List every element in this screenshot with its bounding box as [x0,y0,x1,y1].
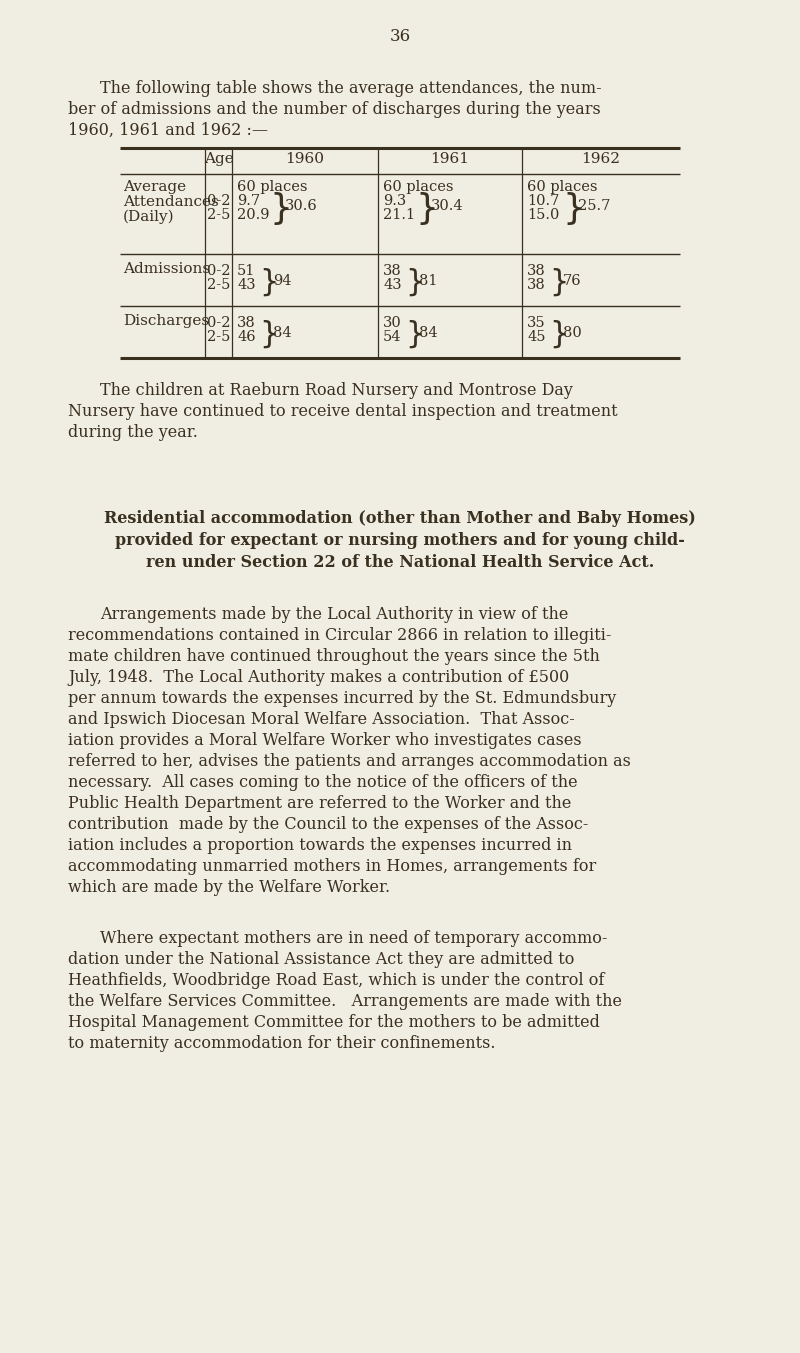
Text: 2-5: 2-5 [207,330,230,344]
Text: 38: 38 [527,277,546,292]
Text: 2-5: 2-5 [207,208,230,222]
Text: }: } [259,268,278,298]
Text: Attendances: Attendances [123,195,218,208]
Text: 36: 36 [390,28,410,45]
Text: }: } [415,192,438,226]
Text: }: } [259,321,278,349]
Text: 43: 43 [237,277,256,292]
Text: the Welfare Services Committee.   Arrangements are made with the: the Welfare Services Committee. Arrangem… [68,993,622,1009]
Text: ren under Section 22 of the National Health Service Act.: ren under Section 22 of the National Hea… [146,553,654,571]
Text: iation includes a proportion towards the expenses incurred in: iation includes a proportion towards the… [68,838,572,854]
Text: 30: 30 [383,317,402,330]
Text: 30.6: 30.6 [285,199,318,212]
Text: }: } [549,321,568,349]
Text: accommodating unmarried mothers in Homes, arrangements for: accommodating unmarried mothers in Homes… [68,858,596,875]
Text: 38: 38 [383,264,402,277]
Text: The children at Raeburn Road Nursery and Montrose Day: The children at Raeburn Road Nursery and… [100,382,573,399]
Text: July, 1948.  The Local Authority makes a contribution of £500: July, 1948. The Local Authority makes a … [68,668,570,686]
Text: Hospital Management Committee for the mothers to be admitted: Hospital Management Committee for the mo… [68,1013,600,1031]
Text: 38: 38 [237,317,256,330]
Text: contribution  made by the Council to the expenses of the Assoc-: contribution made by the Council to the … [68,816,588,833]
Text: Average: Average [123,180,186,193]
Text: 1960, 1961 and 1962 :—: 1960, 1961 and 1962 :— [68,122,268,139]
Text: per annum towards the expenses incurred by the St. Edmundsbury: per annum towards the expenses incurred … [68,690,616,708]
Text: 25.7: 25.7 [578,199,610,212]
Text: 30.4: 30.4 [431,199,464,212]
Text: 38: 38 [527,264,546,277]
Text: referred to her, advises the patients and arranges accommodation as: referred to her, advises the patients an… [68,754,631,770]
Text: Admissions: Admissions [123,262,210,276]
Text: }: } [405,321,424,349]
Text: which are made by the Welfare Worker.: which are made by the Welfare Worker. [68,879,390,896]
Text: Residential accommodation (other than Mother and Baby Homes): Residential accommodation (other than Mo… [104,510,696,528]
Text: and Ipswich Diocesan Moral Welfare Association.  That Assoc-: and Ipswich Diocesan Moral Welfare Assoc… [68,710,574,728]
Text: 76: 76 [563,275,582,288]
Text: 35: 35 [527,317,546,330]
Text: }: } [269,192,292,226]
Text: }: } [562,192,585,226]
Text: Discharges: Discharges [123,314,209,327]
Text: 54: 54 [383,330,402,344]
Text: 9.7: 9.7 [237,193,260,208]
Text: 84: 84 [273,326,292,340]
Text: 15.0: 15.0 [527,208,559,222]
Text: 45: 45 [527,330,546,344]
Text: dation under the National Assistance Act they are admitted to: dation under the National Assistance Act… [68,951,574,967]
Text: Heathfields, Woodbridge Road East, which is under the control of: Heathfields, Woodbridge Road East, which… [68,971,604,989]
Text: Arrangements made by the Local Authority in view of the: Arrangements made by the Local Authority… [100,606,568,622]
Text: (Daily): (Daily) [123,210,174,225]
Text: necessary.  All cases coming to the notice of the officers of the: necessary. All cases coming to the notic… [68,774,578,792]
Text: during the year.: during the year. [68,423,198,441]
Text: 1962: 1962 [582,152,621,166]
Text: 1960: 1960 [286,152,325,166]
Text: Age: Age [204,152,234,166]
Text: Public Health Department are referred to the Worker and the: Public Health Department are referred to… [68,796,571,812]
Text: }: } [549,268,568,298]
Text: 46: 46 [237,330,256,344]
Text: ber of admissions and the number of discharges during the years: ber of admissions and the number of disc… [68,101,601,118]
Text: to maternity accommodation for their confinements.: to maternity accommodation for their con… [68,1035,495,1053]
Text: provided for expectant or nursing mothers and for young child-: provided for expectant or nursing mother… [115,532,685,549]
Text: 81: 81 [419,275,438,288]
Text: Where expectant mothers are in need of temporary accommo-: Where expectant mothers are in need of t… [100,930,607,947]
Text: 80: 80 [563,326,582,340]
Text: 43: 43 [383,277,402,292]
Text: 21.1: 21.1 [383,208,415,222]
Text: 60 places: 60 places [237,180,307,193]
Text: 84: 84 [419,326,438,340]
Text: mate children have continued throughout the years since the 5th: mate children have continued throughout … [68,648,600,666]
Text: The following table shows the average attendances, the num-: The following table shows the average at… [100,80,602,97]
Text: 20.9: 20.9 [237,208,270,222]
Text: 60 places: 60 places [527,180,598,193]
Text: 0-2: 0-2 [206,317,230,330]
Text: 60 places: 60 places [383,180,454,193]
Text: 51: 51 [237,264,255,277]
Text: }: } [405,268,424,298]
Text: iation provides a Moral Welfare Worker who investigates cases: iation provides a Moral Welfare Worker w… [68,732,582,750]
Text: 0-2: 0-2 [206,193,230,208]
Text: 10.7: 10.7 [527,193,559,208]
Text: 94: 94 [273,275,291,288]
Text: recommendations contained in Circular 2866 in relation to illegiti-: recommendations contained in Circular 28… [68,626,611,644]
Text: 1961: 1961 [430,152,470,166]
Text: 0-2: 0-2 [206,264,230,277]
Text: Nursery have continued to receive dental inspection and treatment: Nursery have continued to receive dental… [68,403,618,419]
Text: 9.3: 9.3 [383,193,406,208]
Text: 2-5: 2-5 [207,277,230,292]
